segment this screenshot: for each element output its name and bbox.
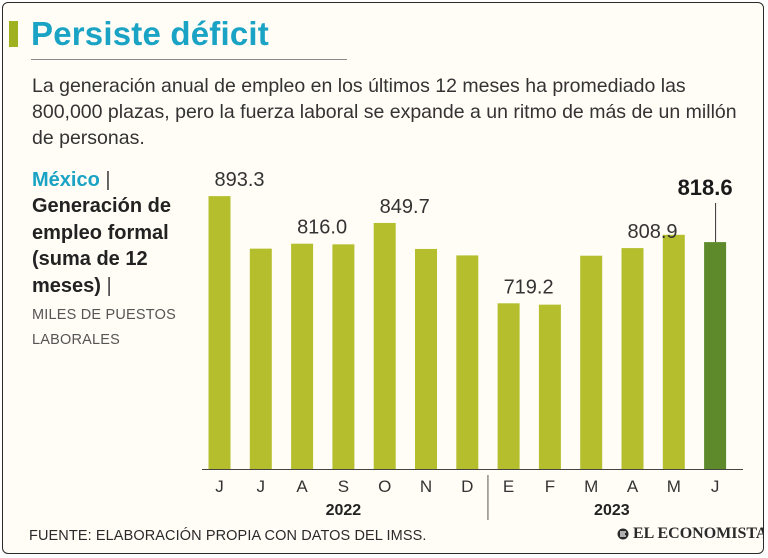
bar [662,234,685,469]
bar-chart: J J A S O N D E F M A M J 2022 2023 893.3 816.0 849.7 719.… [202,169,743,520]
data-label-highlight: 818.6 [678,175,733,200]
brand-name: EL ECONOMISTA [633,525,764,542]
side-title-block: Generación de empleo formal (suma de 12 … [32,193,182,299]
bar [580,255,603,469]
x-tick-label: M [667,477,681,496]
bar [497,303,520,469]
bar [208,196,231,470]
x-tick-label: N [420,477,432,496]
bar [621,248,644,469]
x-tick-label: S [338,477,349,496]
x-tick-label: F [545,477,555,496]
data-label: 808.9 [627,221,677,243]
x-tick-label: J [711,477,720,496]
bar [332,244,355,469]
bar [456,255,479,469]
data-label: 719.2 [504,276,554,298]
x-tick-label: J [215,477,224,496]
x-tick-label: J [257,477,266,496]
bar [538,304,561,469]
year-group-label: 2022 [326,502,362,519]
bar [249,248,272,469]
units-label: MILES DE PUESTOS LABORALES [32,307,176,348]
x-tick-label: E [503,477,514,496]
page-title: Persiste déficit [31,15,269,52]
side-country-line: México | [32,167,182,193]
bar [415,248,437,469]
x-tick-label: A [296,477,308,496]
x-tick-label: A [627,477,639,496]
title-divider [31,59,347,60]
source-note: FUENTE: ELABORACIÓN PROPIA CON DATOS DEL… [29,528,427,544]
subtitle: La generación anual de empleo en los últ… [32,75,737,149]
brand-mark-icon [617,528,629,540]
data-label: 849.7 [380,196,430,218]
title-accent-bar [9,21,18,47]
country-label: México [32,169,100,191]
x-tick-label: O [378,477,391,496]
bar [373,222,396,469]
chart-side-label: México | Generación de empleo formal (su… [32,167,182,353]
bar [291,243,314,469]
bar [704,242,727,469]
data-label: 816.0 [297,217,347,239]
brand-logo: EL ECONOMISTA [617,525,764,543]
title-separator: | [106,274,112,297]
x-tick-label: M [584,477,598,496]
chart-side-title: Generación de empleo formal (suma de 12 … [32,195,171,297]
x-tick-label: D [461,477,473,496]
data-label: 893.3 [214,169,264,191]
year-group-label: 2023 [594,502,630,519]
country-separator: | [105,169,111,191]
